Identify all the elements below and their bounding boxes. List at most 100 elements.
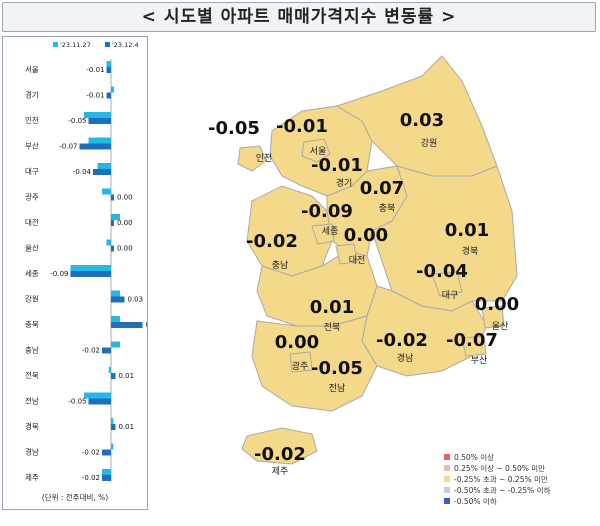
bar-row: 충남 -0.02 bbox=[25, 341, 120, 355]
value-label: 0.01 bbox=[119, 372, 135, 380]
map-region-label: 울산 bbox=[492, 321, 509, 332]
bar-prev-week bbox=[84, 392, 111, 399]
category-label: 경북 bbox=[25, 421, 39, 431]
region-seoul-shape bbox=[301, 138, 331, 163]
value-label: 0.07 bbox=[146, 321, 148, 329]
value-label: -0.09 bbox=[50, 270, 68, 278]
map-region-label: 제주 bbox=[272, 466, 289, 477]
value-label: 0.00 bbox=[117, 245, 133, 253]
bar-prev-week bbox=[111, 316, 120, 322]
bar-row: 광주 0.00 bbox=[25, 188, 133, 202]
map-region-label: 경북 bbox=[462, 245, 479, 257]
bar-curr-week bbox=[106, 67, 111, 73]
legend-color-swatch bbox=[444, 498, 450, 504]
bar-row: 전남 -0.05 bbox=[25, 392, 111, 406]
value-label: -0.01 bbox=[86, 66, 104, 74]
bar-curr-week bbox=[93, 169, 111, 175]
map-value-label: -0.01 bbox=[311, 155, 363, 176]
value-label: 0.00 bbox=[117, 219, 133, 227]
map-legend: 0.50% 이상0.25% 이상 ~ 0.50% 미만 -0.25% 초과 ~ 0… bbox=[444, 452, 551, 506]
value-label: -0.04 bbox=[73, 168, 92, 176]
legend-color-swatch bbox=[444, 476, 450, 482]
bar-prev-week bbox=[111, 290, 120, 297]
bar-row: 세종 -0.09 bbox=[25, 265, 111, 278]
category-label: 제주 bbox=[25, 473, 39, 482]
region-gwangju-shape bbox=[289, 351, 313, 373]
legend-color-swatch bbox=[444, 454, 450, 460]
legend-label: '23.11.27 bbox=[60, 41, 91, 49]
korea-map: -0.05인천-0.01서울-0.01경기0.03강원0.07충북-0.09세종… bbox=[208, 55, 551, 506]
map-region-label: 경기 bbox=[336, 177, 353, 189]
bar-prev-week bbox=[108, 367, 111, 373]
bar-row: 경기 -0.01 bbox=[25, 86, 114, 100]
map-value-label: -0.09 bbox=[301, 201, 353, 222]
bar-curr-week bbox=[102, 449, 111, 456]
bar-chart: '23.11.27 '23.12.4 서울 -0.01 경기 -0.01 인천 -0.05 부산… bbox=[25, 41, 161, 502]
value-label: -0.02 bbox=[82, 449, 100, 457]
bar-prev-week bbox=[97, 163, 111, 169]
map-region-label: 부산 bbox=[471, 355, 488, 366]
title-bar: < 시도별 아파트 매매가격지수 변동률 > bbox=[2, 2, 596, 32]
bar-row: 강원 0.03 bbox=[25, 290, 143, 304]
bar-prev-week bbox=[84, 112, 111, 118]
map-value-label: -0.05 bbox=[208, 118, 260, 139]
legend-color-swatch bbox=[444, 465, 450, 471]
bar-prev-week bbox=[111, 418, 114, 424]
region-jeju-shape bbox=[241, 427, 318, 465]
legend-range-label: -0.25% 초과 ~ 0.25% 미만 bbox=[454, 475, 548, 484]
map-region-label: 충북 bbox=[379, 203, 396, 214]
bar-row: 인천 -0.05 bbox=[25, 112, 111, 125]
category-label: 세종 bbox=[25, 269, 39, 278]
bar-prev-week bbox=[88, 137, 111, 144]
bar-curr-week bbox=[111, 373, 116, 379]
legend-label: '23.12.4 bbox=[112, 41, 139, 49]
map-value-label: 0.01 bbox=[310, 297, 354, 318]
map-shapes bbox=[237, 55, 518, 465]
chart-title: < 시도별 아파트 매매가격지수 변동률 > bbox=[141, 7, 457, 27]
map-value-label: 0.03 bbox=[400, 110, 444, 131]
value-label: -0.02 bbox=[82, 347, 100, 355]
bar-curr-week bbox=[111, 220, 114, 226]
bar-prev-week bbox=[106, 239, 111, 246]
bar-curr-week bbox=[106, 92, 111, 99]
value-label: -0.01 bbox=[86, 92, 104, 100]
bar-chart-panel: '23.11.27 '23.12.4 서울 -0.01 경기 -0.01 인천 -0.05 부산… bbox=[2, 36, 161, 510]
bar-prev-week bbox=[111, 443, 114, 450]
bar-row: 부산 -0.07 bbox=[25, 137, 111, 151]
bar-curr-week bbox=[102, 475, 111, 481]
category-label: 대구 bbox=[25, 167, 39, 176]
bar-curr-week bbox=[88, 118, 111, 124]
bar-curr-week bbox=[111, 424, 116, 430]
bar-legend: '23.11.27 '23.12.4 bbox=[53, 41, 139, 49]
region-daejeon-shape bbox=[335, 243, 358, 265]
map-region-label: 대전 bbox=[349, 255, 366, 266]
region-incheon-shape bbox=[237, 145, 267, 172]
legend-range-label: -0.50% 초과 ~ -0.25% 이하 bbox=[454, 485, 551, 495]
bar-row: 전북 0.01 bbox=[25, 367, 134, 380]
map-region-label: 전북 bbox=[324, 322, 341, 333]
legend-range-label: 0.25% 이상 ~ 0.50% 미만 bbox=[454, 463, 545, 473]
map-region-label: 인천 bbox=[256, 153, 273, 164]
map-value-label: -0.04 bbox=[416, 261, 468, 282]
value-label: -0.07 bbox=[59, 143, 77, 151]
bar-prev-week bbox=[111, 86, 114, 93]
bar-prev-week bbox=[111, 341, 120, 348]
map-value-label: 0.07 bbox=[360, 178, 404, 199]
legend-range-label: 0.50% 이상 bbox=[454, 452, 494, 462]
bar-row: 대구 -0.04 bbox=[25, 163, 111, 176]
legend-range-label: -0.50% 이하 bbox=[454, 496, 497, 506]
bar-curr-week bbox=[111, 296, 125, 303]
bar-row: 서울 -0.01 bbox=[25, 61, 111, 74]
category-label: 경남 bbox=[25, 447, 39, 457]
legend-color-swatch bbox=[444, 487, 450, 493]
bar-row: 대전 0.00 bbox=[25, 214, 133, 227]
bar-row: 울산 0.00 bbox=[25, 239, 133, 253]
category-label: 광주 bbox=[25, 192, 39, 202]
legend-swatch bbox=[53, 42, 58, 47]
category-label: 부산 bbox=[25, 141, 39, 151]
category-label: 서울 bbox=[25, 65, 39, 74]
region-ulsan-shape bbox=[481, 305, 505, 329]
map-value-label: -0.02 bbox=[376, 330, 428, 351]
map-region-label: 광주 bbox=[292, 360, 309, 372]
value-label: 0.00 bbox=[117, 194, 133, 202]
